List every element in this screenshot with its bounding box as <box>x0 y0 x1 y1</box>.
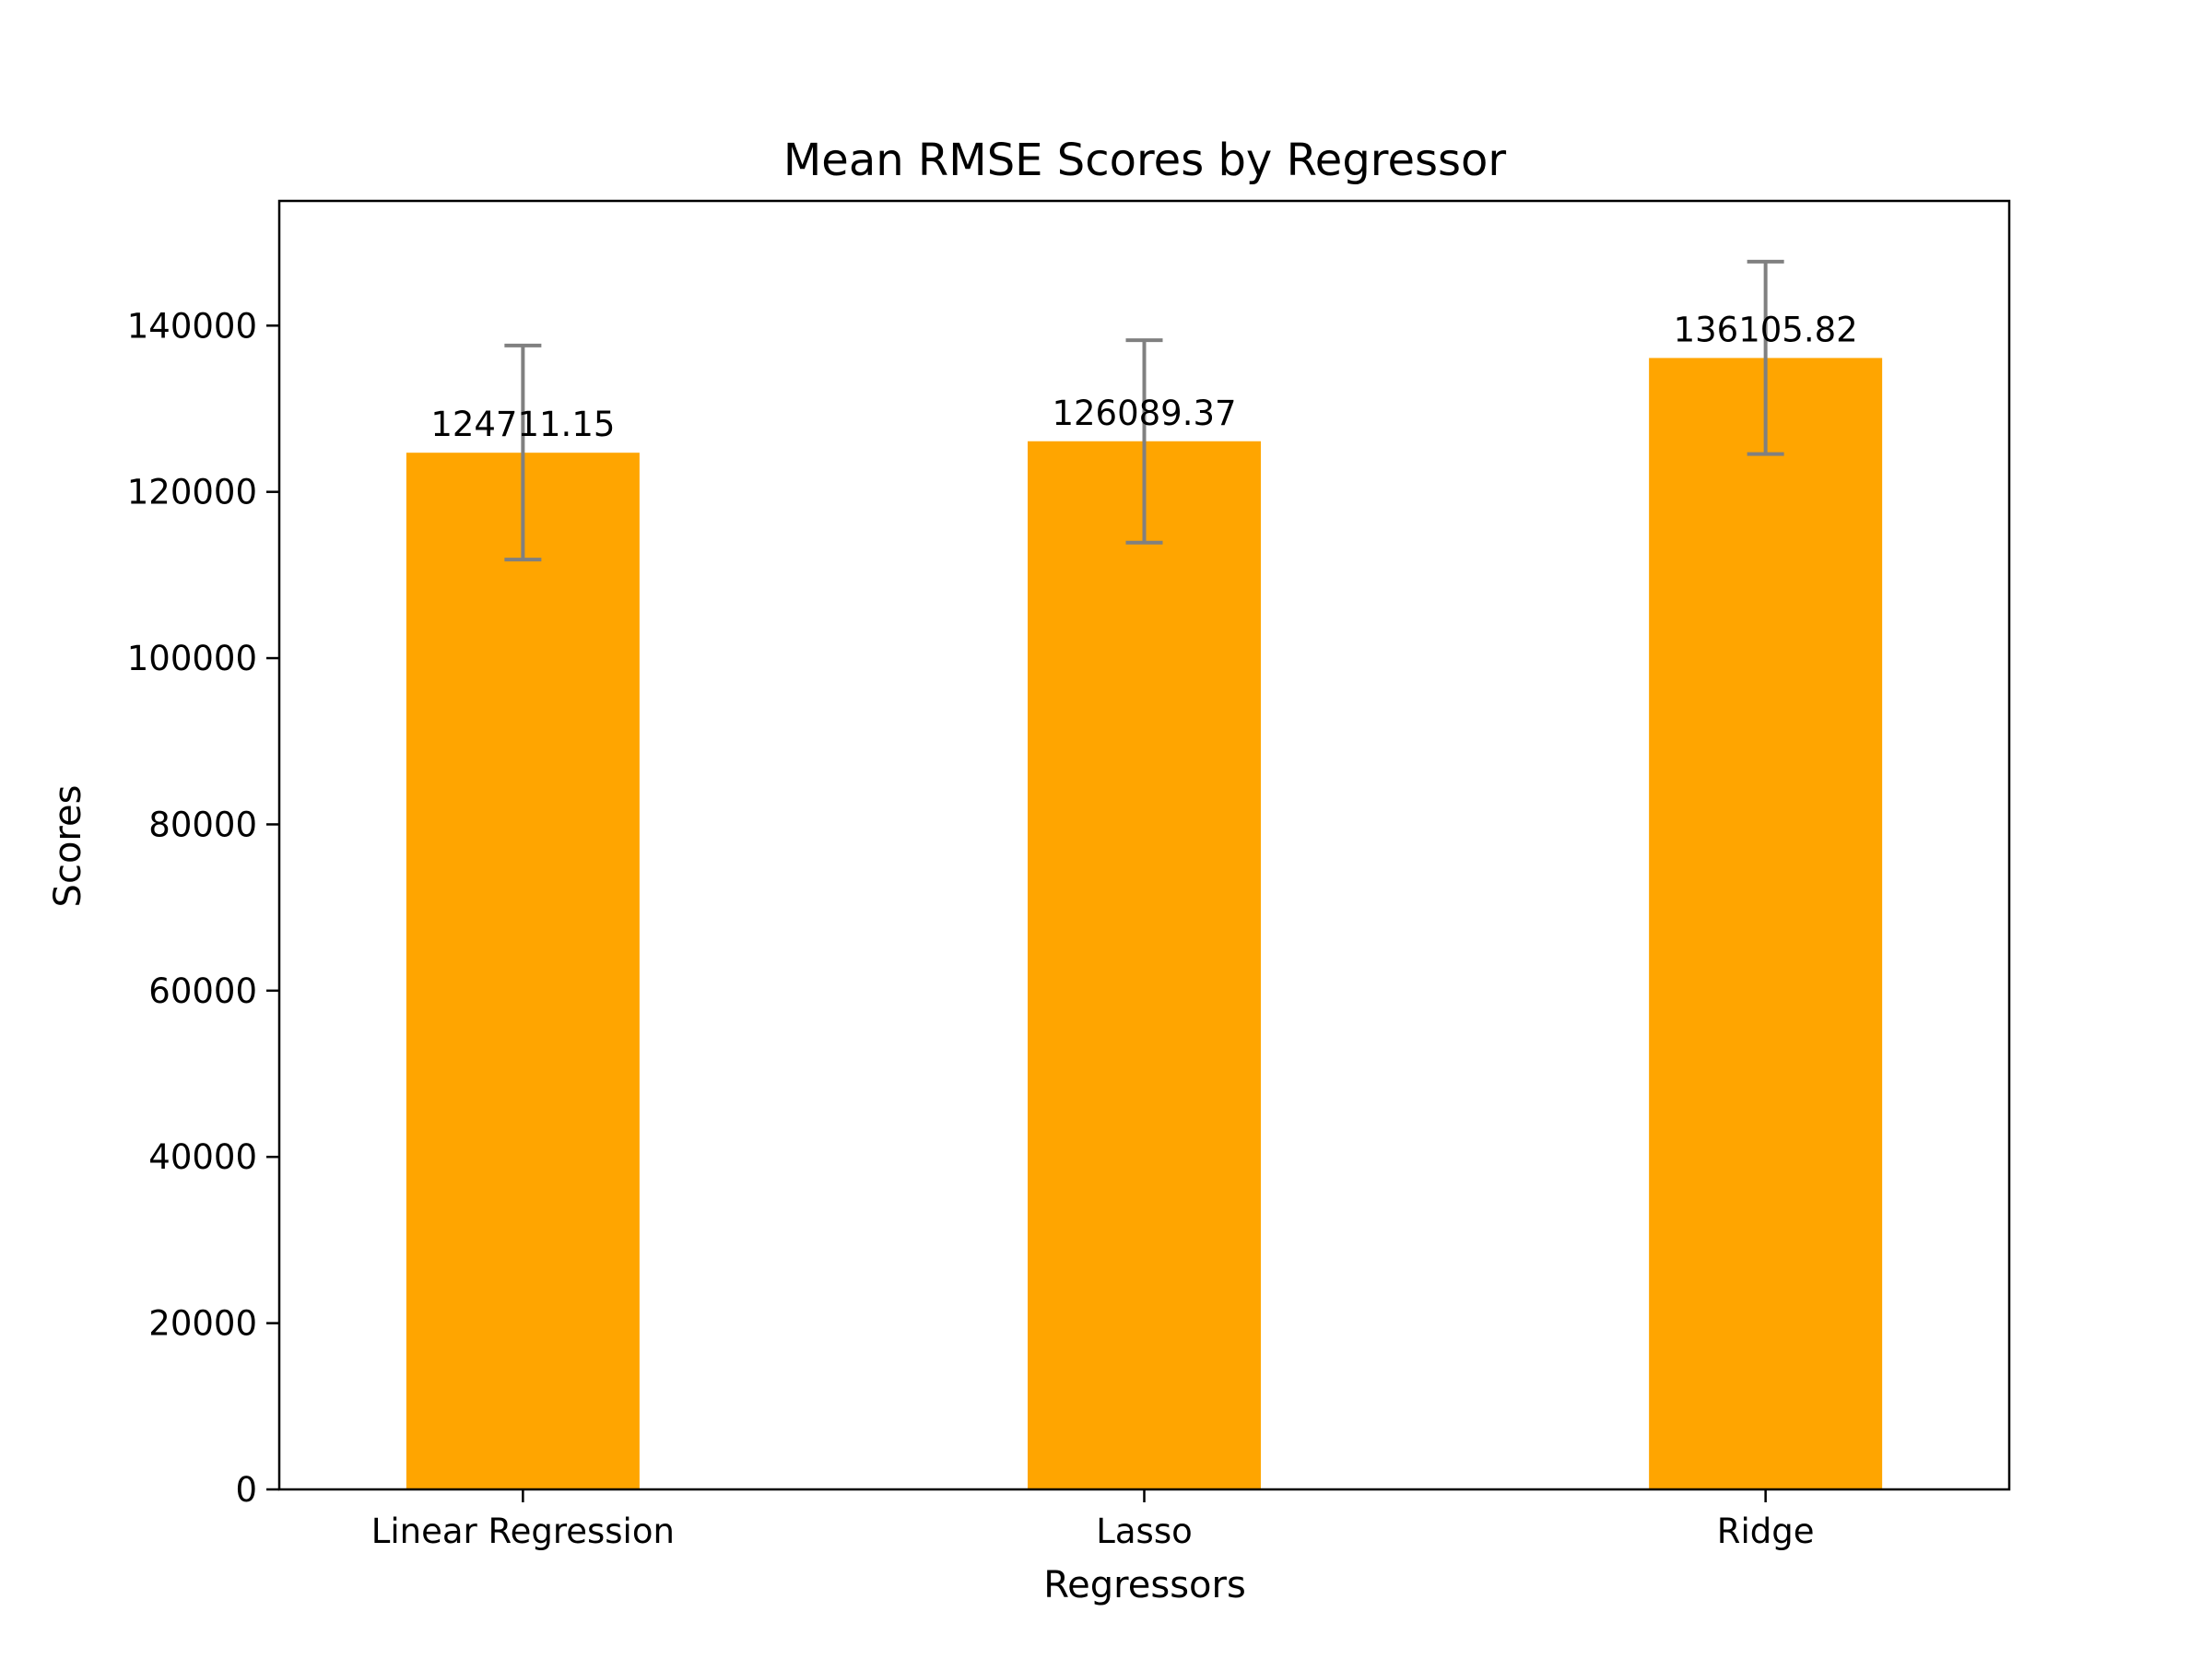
bar <box>1028 441 1261 1489</box>
bar <box>406 453 640 1489</box>
x-tick-label: Linear Regression <box>371 1512 675 1551</box>
bar-value-label: 136105.82 <box>1674 310 1858 349</box>
error-bar <box>1747 259 1784 456</box>
y-axis-label: Scores <box>47 785 89 908</box>
bars-layer <box>406 358 1883 1489</box>
x-tick-label: Lasso <box>1096 1512 1192 1551</box>
error-bar <box>1125 338 1163 545</box>
y-tick-label: 60000 <box>148 971 257 1011</box>
y-tick-label: 120000 <box>127 473 257 512</box>
error-bar <box>504 343 542 562</box>
value-labels-layer: 124711.15 126089.37 136105.82 <box>430 310 1857 444</box>
x-axis-label: Regressors <box>1043 1564 1246 1606</box>
bar-value-label: 126089.37 <box>1052 394 1236 433</box>
chart-title: Mean RMSE Scores by Regressor <box>783 135 1506 186</box>
y-tick-label: 40000 <box>148 1137 257 1177</box>
x-tick-label: Ridge <box>1717 1512 1815 1551</box>
y-tick-label: 100000 <box>127 639 257 678</box>
x-axis: Linear Regression Lasso Ridge <box>371 1489 1815 1551</box>
y-tick-label: 20000 <box>148 1304 257 1344</box>
y-tick-label: 0 <box>235 1470 257 1510</box>
y-axis: 0 20000 40000 60000 80000 100000 120000 140000 <box>127 306 279 1510</box>
error-bars-layer <box>504 259 1784 562</box>
bar-value-label: 124711.15 <box>430 405 615 444</box>
bar <box>1649 358 1883 1489</box>
y-tick-label: 140000 <box>127 306 257 346</box>
y-tick-label: 80000 <box>148 805 257 844</box>
